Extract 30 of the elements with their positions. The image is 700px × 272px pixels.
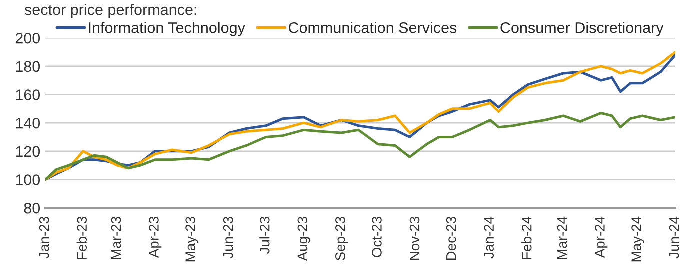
x-tick-label: Jan-23	[39, 217, 50, 259]
x-tick-label: Jan-24	[484, 216, 494, 259]
x-tick-label: Apr-24	[595, 216, 608, 258]
x-tick-label: Mar-24	[557, 216, 568, 260]
x-tick-label: Sep-23	[336, 217, 348, 261]
y-tick-label: 200	[16, 32, 40, 44]
x-tick-label: Feb-24	[522, 216, 532, 260]
x-tick-label: May-23	[186, 217, 198, 262]
x-tick-label: Jun-23	[223, 217, 234, 259]
x-tick-label: Mar-23	[111, 217, 122, 260]
legend-label: Communication Services	[288, 22, 457, 34]
x-tick-label: Jul-23	[260, 217, 270, 254]
x-tick-label: Oct-23	[372, 217, 382, 258]
line-series	[46, 112, 676, 181]
y-tick-label: 120	[16, 146, 40, 158]
x-tick-label: May-24	[632, 216, 644, 262]
x-tick-label: Apr-23	[149, 217, 162, 258]
y-tick-label: 100	[16, 174, 40, 186]
x-tick-label: Dec-23	[446, 217, 456, 260]
x-tick-label: Jun-24	[669, 216, 680, 259]
chart-title: sector price performance:	[24, 4, 196, 18]
y-tick-label: 180	[16, 61, 40, 72]
legend-label: Consumer Discretionary	[500, 22, 664, 36]
x-tick-label: Feb-23	[76, 217, 88, 260]
legend-label: Information Technology	[89, 22, 246, 36]
y-tick-label: 140	[16, 118, 40, 129]
y-tick-label: 80	[24, 202, 40, 214]
y-tick-label: 160	[16, 90, 40, 100]
x-tick-label: Aug-23	[298, 217, 310, 262]
x-tick-label: Nov-23	[410, 217, 420, 260]
